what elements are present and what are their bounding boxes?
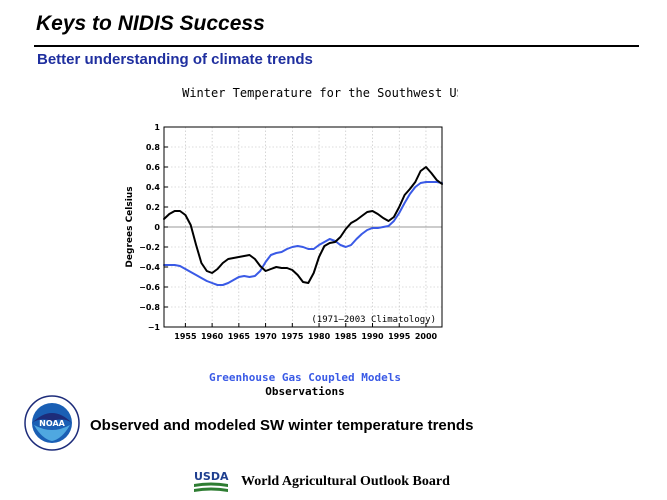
x-tick-label: 1985 <box>335 332 358 341</box>
slide-caption: Observed and modeled SW winter temperatu… <box>90 417 473 434</box>
noaa-logo: NOAA <box>24 395 80 451</box>
y-tick-label: −0.4 <box>139 263 160 272</box>
y-tick-label: 0 <box>154 223 160 232</box>
climatology-annotation: (1971–2003 Climatology) <box>311 315 436 325</box>
x-tick-label: 1980 <box>308 332 331 341</box>
y-tick-label: −0.2 <box>139 243 160 252</box>
y-tick-label: −0.8 <box>139 303 160 312</box>
x-tick-label: 1955 <box>174 332 197 341</box>
usda-logo: USDA <box>193 469 229 495</box>
y-tick-label: 0.6 <box>146 163 161 172</box>
x-tick-label: 1975 <box>281 332 304 341</box>
y-tick-label: 0.8 <box>146 143 161 152</box>
y-tick-label: −0.6 <box>139 283 160 292</box>
y-tick-label: −1 <box>148 323 161 332</box>
x-tick-label: 1995 <box>388 332 411 341</box>
x-tick-label: 1970 <box>254 332 277 341</box>
y-tick-label: 0.4 <box>146 183 161 192</box>
chart-title: Winter Temperature for the Southwest US <box>182 86 458 100</box>
slide-title: Keys to NIDIS Success <box>36 12 265 36</box>
footer: USDA World Agricultural Outlook Board <box>193 469 450 495</box>
noaa-logo-text: NOAA <box>39 419 65 428</box>
temperature-chart: Winter Temperature for the Southwest US … <box>118 80 458 402</box>
y-tick-label: 0.2 <box>146 203 160 212</box>
x-tick-label: 2000 <box>415 332 438 341</box>
y-axis-label: Degrees Celsius <box>125 186 135 267</box>
title-divider <box>34 45 639 47</box>
y-tick-label: 1 <box>154 123 160 132</box>
legend-observations: Observations <box>265 385 344 398</box>
usda-logo-text: USDA <box>194 470 229 483</box>
legend-models: Greenhouse Gas Coupled Models <box>209 371 401 384</box>
x-tick-label: 1990 <box>361 332 384 341</box>
x-tick-label: 1960 <box>201 332 224 341</box>
footer-text: World Agricultural Outlook Board <box>241 474 450 490</box>
slide-subtitle: Better understanding of climate trends <box>37 51 313 68</box>
x-tick-label: 1965 <box>228 332 251 341</box>
